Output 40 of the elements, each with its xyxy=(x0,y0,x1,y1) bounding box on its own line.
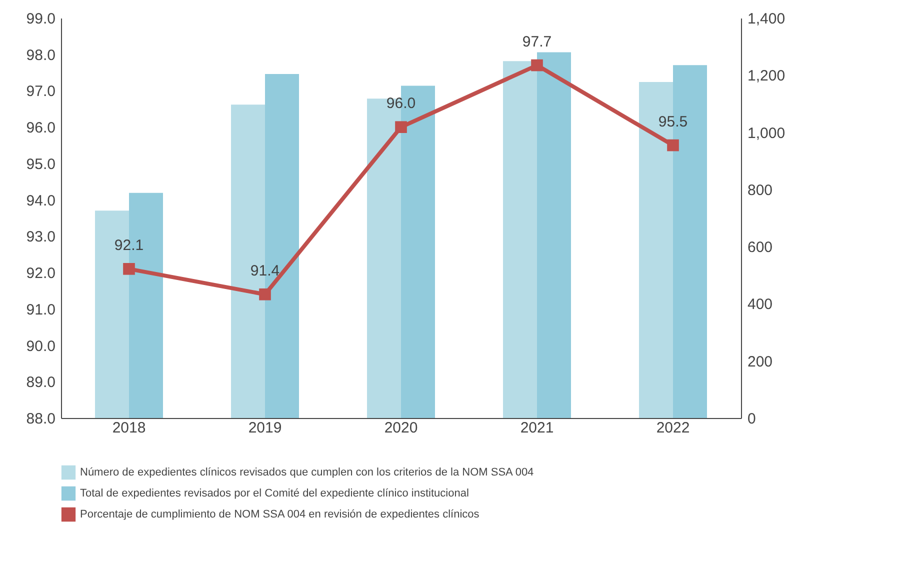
y-tick-label: 99.0 xyxy=(26,10,56,28)
y2-tick-label: 800 xyxy=(748,182,773,199)
y-tick-label: 91.0 xyxy=(26,301,56,318)
x-tick-label: 2020 xyxy=(384,420,418,436)
y-tick-label: 98.0 xyxy=(26,46,56,64)
y-tick-label: 94.0 xyxy=(26,192,56,210)
y-tick-label: 95.0 xyxy=(26,156,56,173)
x-tick-label: 2022 xyxy=(656,420,690,436)
legend-label: Total de expedientes revisados por el Comité del expediente clínico institucional xyxy=(80,488,469,500)
y2-tick-label: 200 xyxy=(748,353,773,370)
legend-label: Número de expedientes clínicos revisados que cumplen con los criterios de la NOM SSA 004 xyxy=(80,466,534,478)
point xyxy=(259,288,271,300)
data-label: 91.4 xyxy=(250,262,280,280)
x-tick-label: 2021 xyxy=(520,420,554,436)
bar xyxy=(537,52,571,418)
data-label: 96.0 xyxy=(386,95,416,112)
y-tick-label: 89.0 xyxy=(26,374,56,392)
y-tick-label: 92.0 xyxy=(26,265,56,282)
legend-label: Porcentaje de cumplimiento de NOM SSA 004 en revisión de expedientes clínicos xyxy=(80,508,480,520)
y2-tick-label: 1,000 xyxy=(748,124,786,142)
y2-tick-label: 1,400 xyxy=(748,10,786,28)
y2-tick-label: 600 xyxy=(748,239,773,256)
data-label: 95.5 xyxy=(658,113,688,130)
y2-tick-label: 0 xyxy=(748,410,756,428)
y2-tick-label: 1,200 xyxy=(748,68,786,85)
y-tick-label: 93.0 xyxy=(26,228,56,246)
point xyxy=(531,59,543,72)
point xyxy=(395,121,407,134)
y2-tick-label: 400 xyxy=(748,296,773,314)
x-tick-label: 2019 xyxy=(248,420,282,436)
x-tick-label: 2018 xyxy=(112,420,146,436)
point xyxy=(667,139,679,152)
y-tick-label: 96.0 xyxy=(26,120,56,137)
y-tick-label: 90.0 xyxy=(26,338,56,355)
point xyxy=(123,262,135,275)
y-tick-label: 88.0 xyxy=(26,410,56,428)
data-label: 97.7 xyxy=(522,33,552,50)
bar xyxy=(503,61,537,418)
y-tick-label: 97.0 xyxy=(26,83,56,100)
data-label: 92.1 xyxy=(114,236,144,254)
